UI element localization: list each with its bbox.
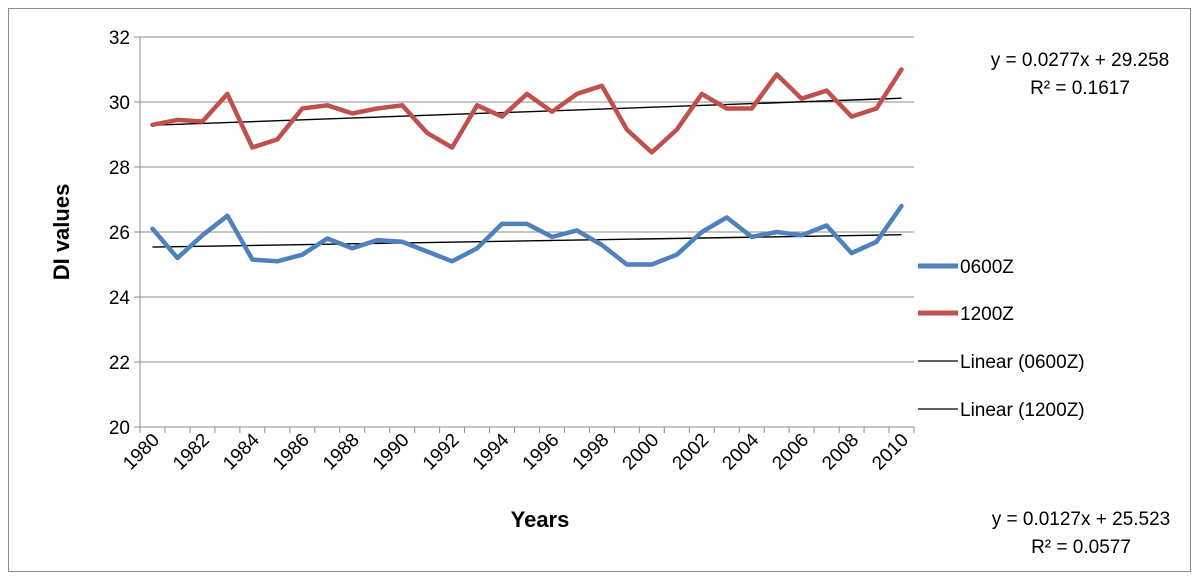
- y-tick-label: 20: [109, 418, 130, 439]
- x-tick-label: 1982: [169, 430, 214, 475]
- equation-1200z: y = 0.0277x + 29.258: [991, 50, 1170, 71]
- legend-label-0600z: 0600Z: [960, 257, 1014, 278]
- x-tick-label: 1998: [569, 430, 614, 475]
- trendline-0600z: [152, 234, 902, 248]
- y-tick-label: 24: [109, 288, 131, 309]
- legend-item-1200z: 1200Z: [918, 304, 1014, 325]
- x-tick-label: 2004: [718, 429, 763, 474]
- x-tick-label: 2008: [818, 430, 863, 475]
- y-tick-label: 28: [109, 158, 130, 179]
- x-axis-title-visible: Years: [511, 507, 570, 532]
- trendline-equation-0600z: y = 0.0127x + 25.523 R² = 0.0577: [992, 509, 1171, 558]
- legend-label-linear-0600z: Linear (0600Z): [960, 352, 1085, 373]
- legend-label-1200z: 1200Z: [960, 304, 1014, 325]
- x-tick-label: 2010: [868, 430, 913, 475]
- x-tick-label: 1984: [219, 429, 264, 474]
- trendline-1200z: [152, 97, 902, 126]
- x-tick-label: 2006: [768, 430, 813, 475]
- trendlines: [152, 97, 902, 248]
- x-tick-label: 1996: [519, 430, 564, 475]
- legend-item-linear-0600z: Linear (0600Z): [918, 352, 1085, 373]
- series-line-0600z: [150, 203, 904, 267]
- series-line-1200z: [150, 67, 904, 155]
- legend-label-linear-1200z: Linear (1200Z): [960, 400, 1085, 421]
- x-tick-label: 1986: [269, 430, 314, 475]
- gridlines: [140, 36, 914, 363]
- x-tick-label: 1990: [369, 430, 414, 475]
- x-tick-label: 2000: [619, 430, 664, 475]
- legend-item-0600z: 0600Z: [918, 257, 1014, 278]
- equation-0600z: y = 0.0127x + 25.523: [992, 509, 1171, 530]
- axes: [134, 36, 915, 433]
- y-axis-title: DI values: [49, 184, 74, 281]
- x-tick-label: 2002: [669, 430, 714, 475]
- x-tick-label: 1994: [469, 429, 514, 474]
- x-tick-label: 1992: [419, 430, 464, 475]
- trendline-equation-1200z: y = 0.0277x + 29.258 R² = 0.1617: [991, 50, 1170, 99]
- y-tick-label: 32: [109, 28, 130, 49]
- legend-item-linear-1200z: Linear (1200Z): [918, 400, 1085, 421]
- y-tick-label: 26: [109, 223, 130, 244]
- x-tick-label: 1988: [319, 430, 364, 475]
- y-tick-label: 22: [109, 353, 130, 374]
- legend: 0600Z 1200Z Linear (0600Z) Linear (1200Z…: [918, 257, 1085, 421]
- r-squared-0600z: R² = 0.0577: [1031, 537, 1131, 558]
- r-squared-1200z: R² = 0.1617: [1030, 78, 1130, 99]
- y-tick-label: 30: [109, 93, 130, 114]
- series-lines: [150, 67, 904, 267]
